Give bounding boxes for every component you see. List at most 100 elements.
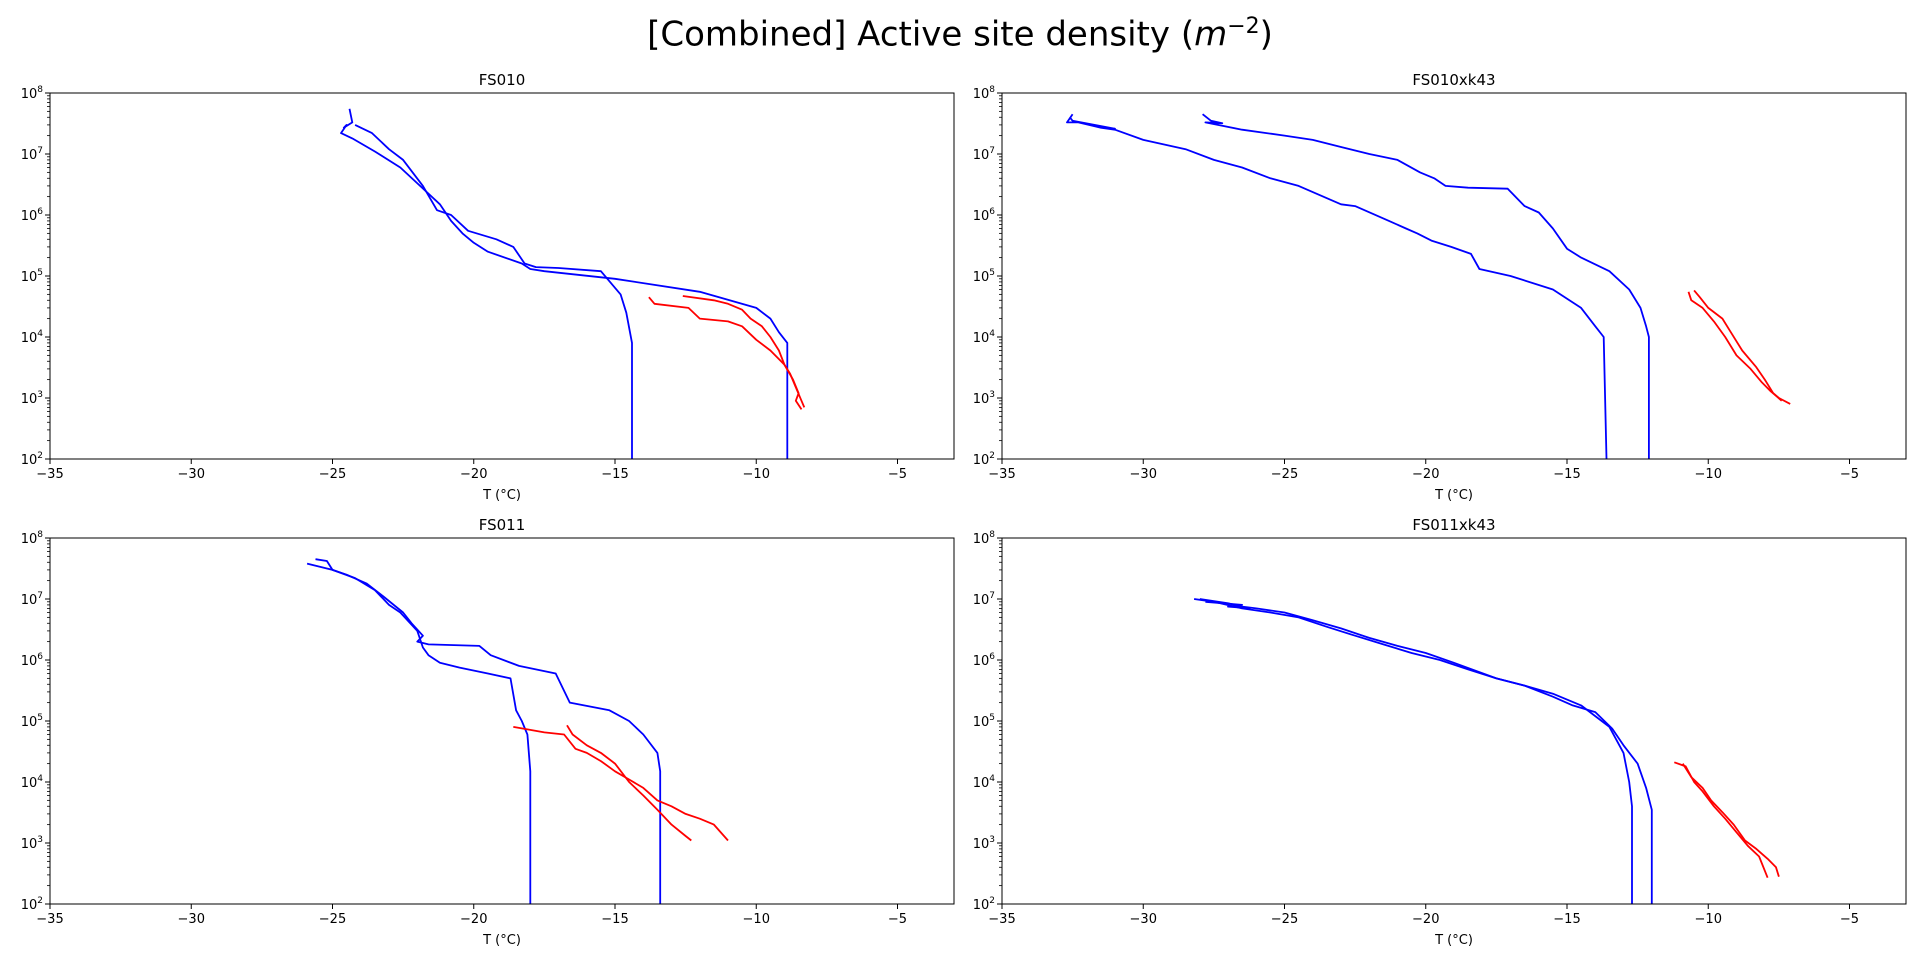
x-tick-label: −30 xyxy=(1130,912,1157,927)
figure-title-var: m xyxy=(1194,14,1228,55)
x-tick-label: −5 xyxy=(1840,912,1859,927)
y-tick-label: 102 xyxy=(973,896,995,913)
series-line-4 xyxy=(1673,761,1769,879)
y-tick-mantissa: 10 xyxy=(973,898,990,913)
x-axis-label: T (°C) xyxy=(482,488,521,503)
y-tick-label: 104 xyxy=(973,329,996,346)
series-line-3 xyxy=(513,726,729,842)
series-line-4 xyxy=(566,724,692,842)
y-tick-label: 107 xyxy=(973,146,995,163)
x-tick-label: −15 xyxy=(601,467,628,482)
y-tick-mantissa: 10 xyxy=(21,532,38,547)
figure-title: [Combined] Active site density (m−2) xyxy=(0,14,1920,54)
y-tick-mantissa: 10 xyxy=(973,87,990,102)
x-tick-label: −15 xyxy=(1553,912,1580,927)
y-tick-exponent: 5 xyxy=(37,268,43,278)
y-tick-label: 104 xyxy=(21,774,44,791)
series-line-3 xyxy=(1202,113,1650,459)
series-line-2 xyxy=(354,124,633,459)
x-tick-label: −10 xyxy=(743,912,770,927)
figure-title-exponent: −2 xyxy=(1227,14,1260,39)
y-tick-label: 106 xyxy=(973,652,996,669)
x-tick-label: −5 xyxy=(888,912,907,927)
y-tick-mantissa: 10 xyxy=(21,148,38,163)
x-tick-label: −10 xyxy=(743,467,770,482)
y-tick-exponent: 3 xyxy=(37,835,43,845)
x-axis-label: T (°C) xyxy=(1434,488,1473,503)
y-tick-mantissa: 10 xyxy=(21,837,38,852)
y-tick-label: 105 xyxy=(973,268,995,285)
figure-title-prefix: [Combined] Active site density ( xyxy=(647,14,1195,55)
series-line-4 xyxy=(682,295,806,408)
y-tick-exponent: 5 xyxy=(37,713,43,723)
y-tick-label: 107 xyxy=(21,591,43,608)
y-tick-exponent: 4 xyxy=(37,774,43,784)
y-tick-label: 102 xyxy=(973,451,995,468)
x-tick-label: −30 xyxy=(178,467,205,482)
y-tick-label: 105 xyxy=(21,268,43,285)
x-tick-label: −20 xyxy=(1412,467,1439,482)
panel-title: FS011xk43 xyxy=(1412,516,1495,534)
y-tick-exponent: 5 xyxy=(989,268,995,278)
y-tick-mantissa: 10 xyxy=(973,715,990,730)
x-tick-label: −35 xyxy=(988,912,1015,927)
x-axis-label: T (°C) xyxy=(1434,933,1473,948)
series-line-3 xyxy=(648,296,803,410)
y-tick-exponent: 7 xyxy=(37,591,43,601)
y-tick-label: 103 xyxy=(973,390,995,407)
y-tick-mantissa: 10 xyxy=(973,776,990,791)
y-tick-label: 102 xyxy=(21,896,43,913)
y-tick-exponent: 8 xyxy=(989,530,995,540)
y-tick-label: 108 xyxy=(21,530,44,547)
subplot-fs010: FS010−35 −30 −25 −20 −15 −10 −5102103104105106… xyxy=(21,71,955,503)
y-tick-label: 105 xyxy=(973,713,995,730)
y-tick-mantissa: 10 xyxy=(973,331,990,346)
y-tick-label: 106 xyxy=(973,207,996,224)
y-tick-exponent: 2 xyxy=(37,896,43,906)
y-tick-mantissa: 10 xyxy=(973,532,990,547)
y-tick-mantissa: 10 xyxy=(973,593,990,608)
y-tick-label: 106 xyxy=(21,652,44,669)
y-tick-exponent: 8 xyxy=(989,85,995,95)
subplot-fs011xk43: FS011xk43−35 −30 −25 −20 −15 −10 −510210310410… xyxy=(973,516,1907,948)
subplot-fs010xk43: FS010xk43−35 −30 −25 −20 −15 −10 −510210310410… xyxy=(973,71,1907,503)
x-tick-label: −10 xyxy=(1695,912,1722,927)
y-tick-mantissa: 10 xyxy=(21,715,38,730)
x-tick-label: −30 xyxy=(178,912,205,927)
y-tick-label: 108 xyxy=(21,85,44,102)
y-tick-exponent: 5 xyxy=(989,713,995,723)
y-tick-exponent: 6 xyxy=(989,652,995,662)
y-tick-exponent: 3 xyxy=(989,390,995,400)
y-tick-mantissa: 10 xyxy=(21,776,38,791)
series-line-2 xyxy=(306,562,662,904)
y-tick-mantissa: 10 xyxy=(21,453,38,468)
y-tick-exponent: 2 xyxy=(37,451,43,461)
y-tick-exponent: 8 xyxy=(37,530,43,540)
y-tick-mantissa: 10 xyxy=(21,654,38,669)
y-tick-mantissa: 10 xyxy=(21,87,38,102)
y-tick-label: 107 xyxy=(973,591,995,608)
x-tick-label: −25 xyxy=(1271,467,1298,482)
y-tick-label: 104 xyxy=(973,774,996,791)
x-tick-label: −25 xyxy=(319,467,346,482)
series-line-1 xyxy=(315,558,532,904)
y-tick-mantissa: 10 xyxy=(973,148,990,163)
y-tick-exponent: 7 xyxy=(37,146,43,156)
series-line-3 xyxy=(1205,600,1251,610)
series-line-5 xyxy=(1693,289,1783,402)
x-tick-label: −35 xyxy=(988,467,1015,482)
y-tick-mantissa: 10 xyxy=(973,837,990,852)
y-tick-label: 106 xyxy=(21,207,44,224)
y-tick-label: 103 xyxy=(21,390,43,407)
y-tick-mantissa: 10 xyxy=(973,392,990,407)
panel-title: FS011 xyxy=(479,516,526,534)
series-line-2 xyxy=(1069,116,1116,130)
y-tick-exponent: 2 xyxy=(989,451,995,461)
x-tick-label: −20 xyxy=(1412,912,1439,927)
y-tick-label: 108 xyxy=(973,85,996,102)
y-tick-label: 102 xyxy=(21,451,43,468)
plot-frame xyxy=(1001,92,1907,460)
figure-title-suffix: ) xyxy=(1259,14,1273,55)
y-tick-exponent: 4 xyxy=(37,329,43,339)
